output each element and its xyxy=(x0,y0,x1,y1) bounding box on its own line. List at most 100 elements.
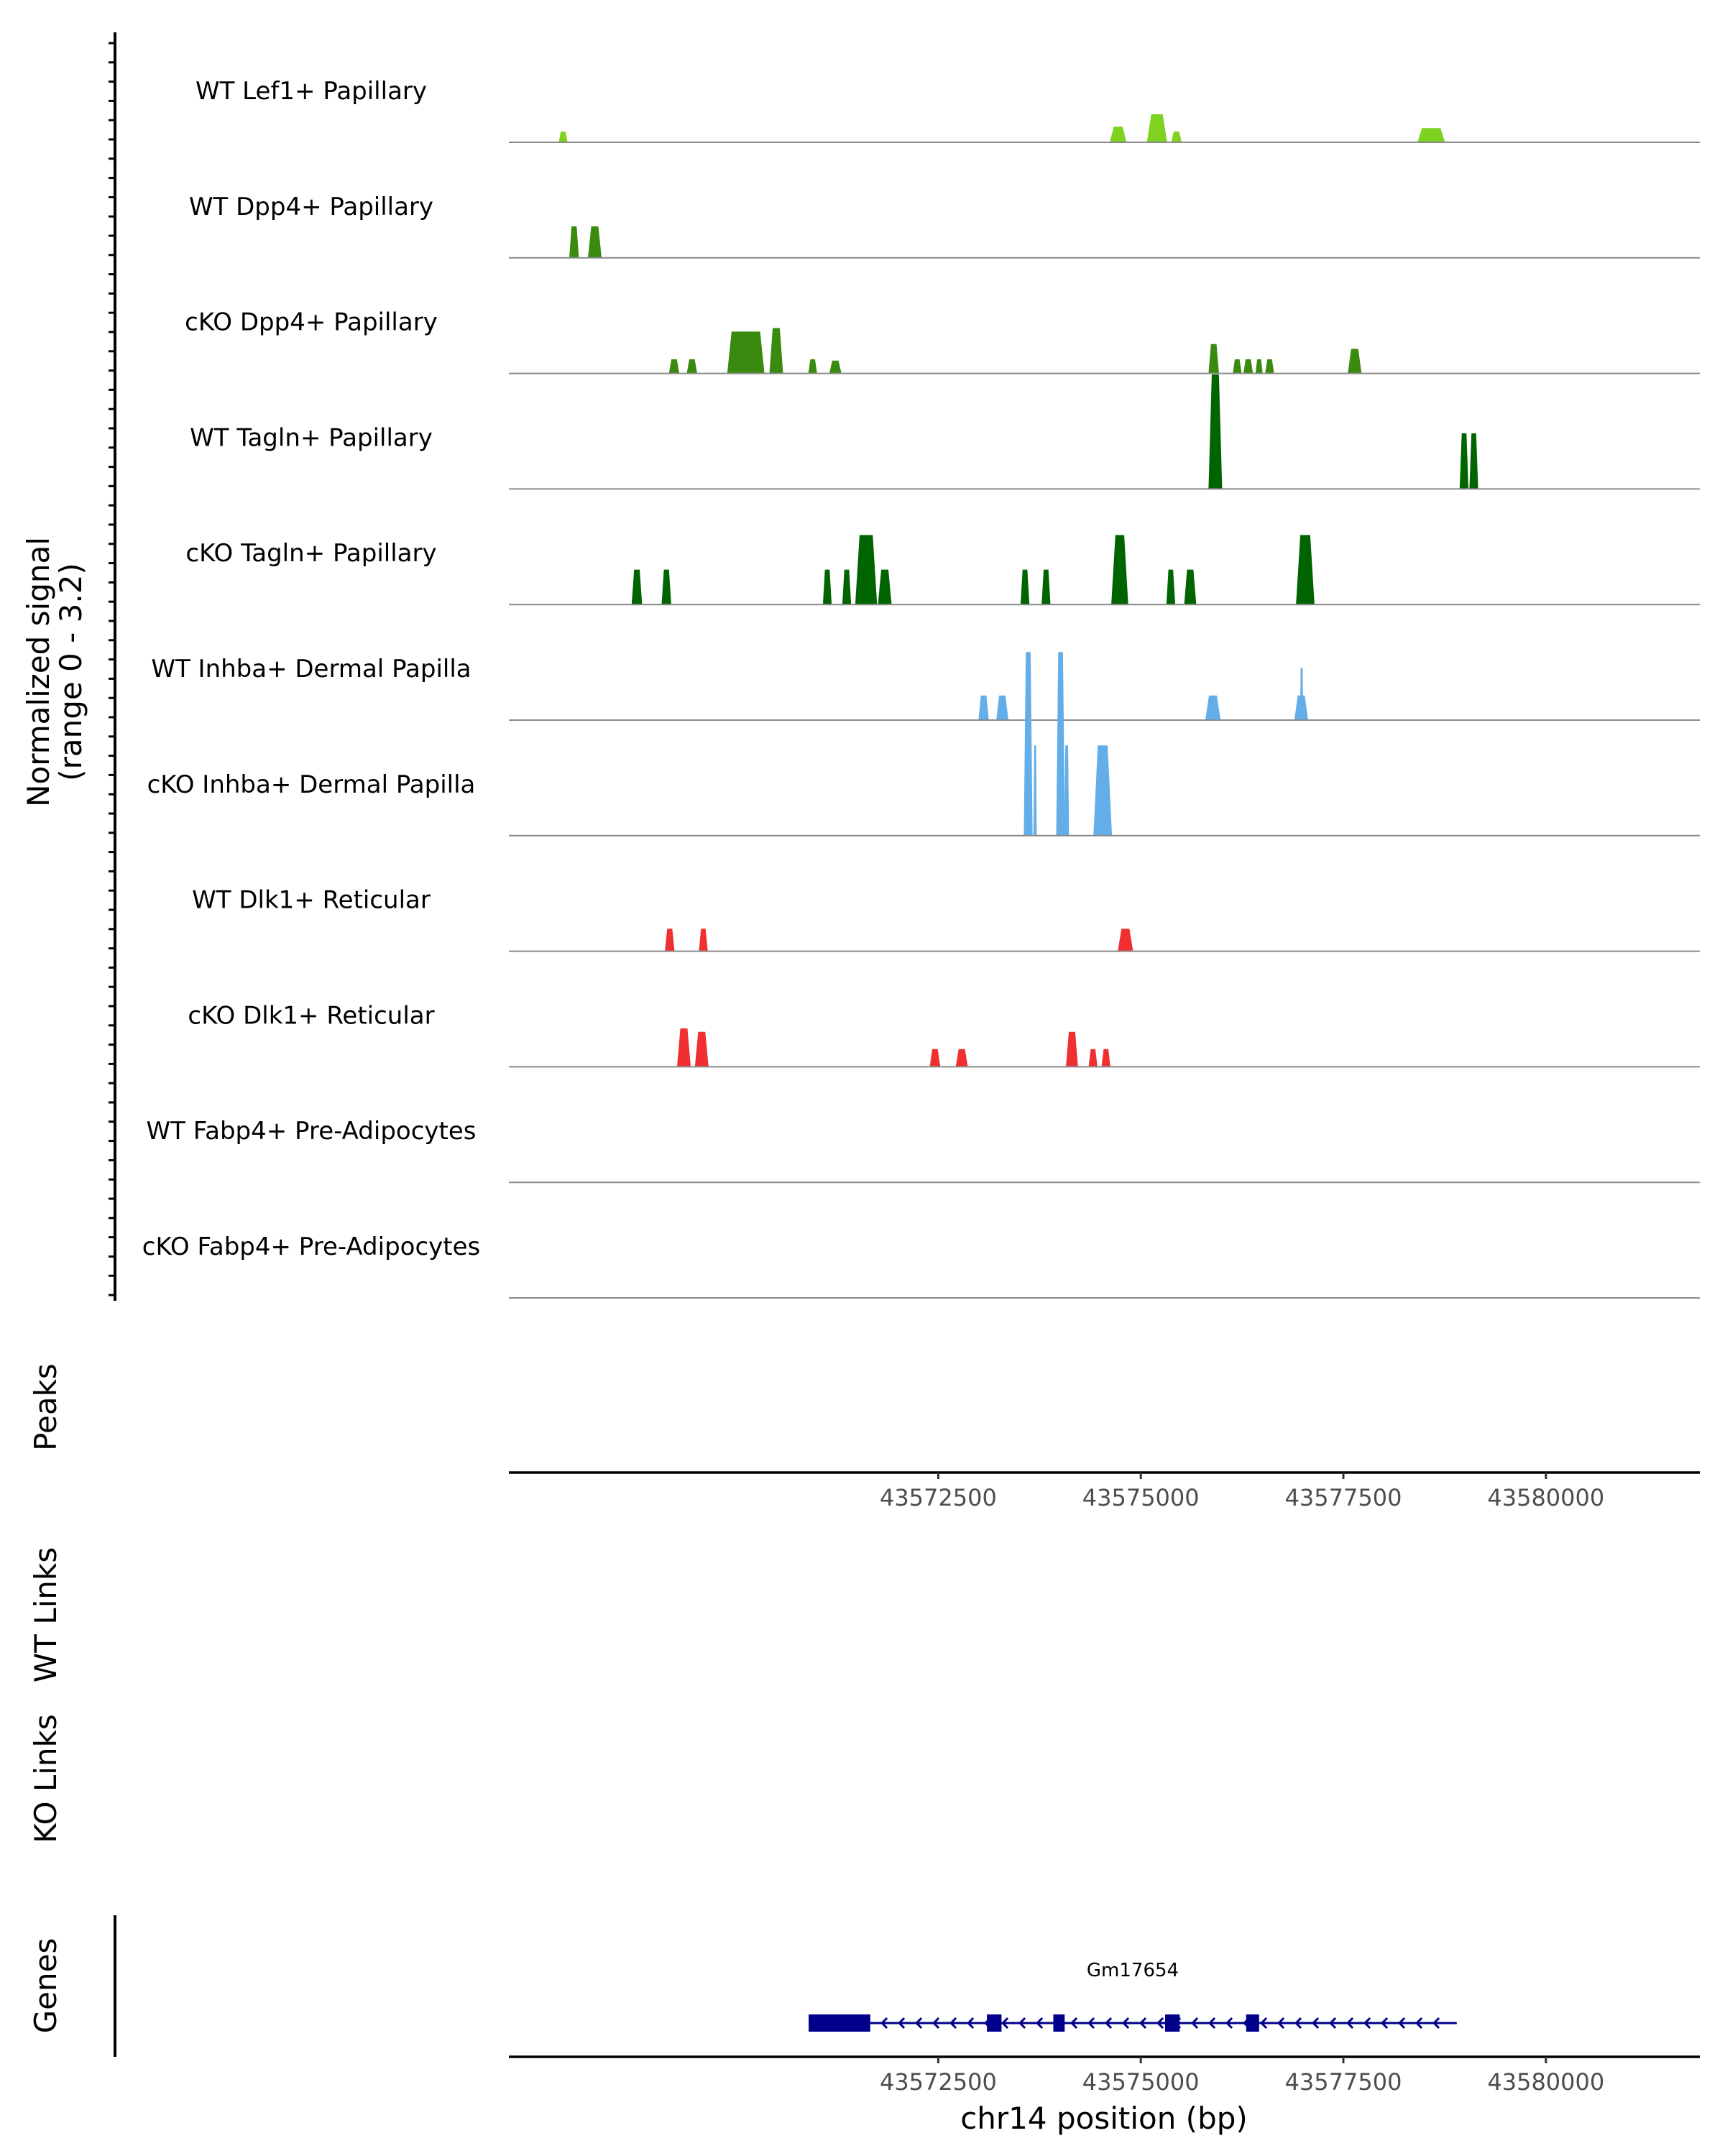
coverage-peak xyxy=(1265,359,1274,374)
strand-arrow xyxy=(1259,2017,1268,2030)
track-6: WT Inhba+ Dermal Papilla xyxy=(151,655,1700,721)
gene-exon xyxy=(1165,2014,1180,2032)
coverage-peak xyxy=(769,328,783,374)
coverage-peak xyxy=(569,226,579,259)
coverage-peak xyxy=(631,569,643,605)
track-8: WT Dlk1+ Reticular xyxy=(192,886,1700,952)
coverage-peak xyxy=(1088,1049,1098,1067)
coverage-peak xyxy=(808,359,817,374)
strand-arrow xyxy=(1121,2017,1130,2030)
coverage-y-axis-title-line2: (range 0 - 3.2) xyxy=(53,563,88,781)
strand-arrow xyxy=(1104,2017,1113,2030)
x-tick-label: 43580000 xyxy=(1487,1484,1604,1511)
strand-arrow xyxy=(1018,2017,1026,2030)
coverage-peak xyxy=(996,695,1008,721)
strand-arrow xyxy=(1242,2017,1251,2030)
coverage-peak xyxy=(1459,433,1469,489)
track-5: cKO Tagln+ Papillary xyxy=(185,535,1700,606)
track-label: cKO Tagln+ Papillary xyxy=(185,539,436,568)
coverage-peak xyxy=(822,569,832,605)
track-label: cKO Dlk1+ Reticular xyxy=(188,1001,434,1030)
coverage-peak xyxy=(1208,374,1223,489)
strand-arrow xyxy=(1052,2017,1061,2030)
coverage-peak xyxy=(1348,349,1362,374)
strand-arrow xyxy=(897,2017,906,2030)
x-tick-label: 43572500 xyxy=(880,1484,997,1511)
track-label: WT Fabp4+ Pre-Adipocytes xyxy=(147,1117,477,1146)
x-tick-label: 43572500 xyxy=(880,2068,997,2096)
coverage-peak xyxy=(1243,359,1254,374)
track-2: WT Dpp4+ Papillary xyxy=(189,193,1700,259)
coverage-peak xyxy=(1024,652,1033,837)
strand-arrow xyxy=(966,2017,975,2030)
gene-exon xyxy=(1053,2014,1065,2032)
coverage-peak xyxy=(955,1049,968,1067)
strand-arrow xyxy=(1363,2017,1371,2030)
track-label: WT Dlk1+ Reticular xyxy=(192,886,431,915)
track-3: cKO Dpp4+ Papillary xyxy=(185,308,1700,374)
strand-arrow xyxy=(828,2017,837,2030)
gene-exon xyxy=(809,2014,870,2032)
gene-exon xyxy=(987,2014,1002,2032)
coverage-peak xyxy=(1146,114,1167,143)
coverage-peak xyxy=(1171,132,1182,143)
coverage-peak xyxy=(1233,359,1242,374)
track-11: cKO Fabp4+ Pre-Adipocytes xyxy=(142,1233,1700,1299)
wt-links-panel-label: WT Links xyxy=(28,1547,63,1682)
coverage-peak xyxy=(1205,695,1221,721)
genes-panel-label: Genes xyxy=(28,1938,63,2034)
x-axis-top-ticks: 43572500 43575000 43577500 43580000 xyxy=(880,1473,1604,1511)
ko-links-panel-label: KO Links xyxy=(28,1714,63,1843)
coverage-peak xyxy=(1184,569,1197,605)
gene-model: Gm17654 xyxy=(809,1960,1457,2032)
coverage-peak xyxy=(694,1031,709,1067)
x-axis-title: chr14 position (bp) xyxy=(960,2101,1248,2136)
coverage-peak xyxy=(587,226,602,259)
coverage-peak xyxy=(1469,433,1478,489)
strand-arrow xyxy=(1156,2017,1164,2030)
x-tick-label: 43575000 xyxy=(1082,2068,1200,2096)
track-9: cKO Dlk1+ Reticular xyxy=(188,1001,1700,1068)
strand-arrow xyxy=(1276,2017,1285,2030)
track-label: cKO Dpp4+ Papillary xyxy=(185,308,438,337)
strand-arrow xyxy=(983,2017,992,2030)
strand-arrow xyxy=(1294,2017,1302,2030)
strand-arrow xyxy=(1087,2017,1095,2030)
coverage-peak xyxy=(661,569,671,605)
strand-arrow xyxy=(1328,2017,1337,2030)
gene-exon xyxy=(1246,2014,1259,2032)
coverage-peak xyxy=(558,132,568,143)
coverage-peak xyxy=(929,1049,941,1067)
strand-arrow xyxy=(1311,2017,1320,2030)
track-label: cKO Fabp4+ Pre-Adipocytes xyxy=(142,1233,481,1261)
coverage-peak xyxy=(1109,126,1127,143)
strand-arrow xyxy=(880,2017,888,2030)
strand-arrow xyxy=(1190,2017,1199,2030)
peaks-panel-label: Peaks xyxy=(28,1363,63,1451)
coverage-peak xyxy=(699,929,708,952)
coverage-peak xyxy=(878,569,892,605)
coverage-tracks: WT Lef1+ Papillary WT Dpp4+ Papillary cKO … xyxy=(142,77,1700,1299)
strand-arrow xyxy=(845,2017,854,2030)
track-10: WT Fabp4+ Pre-Adipocytes xyxy=(147,1117,1700,1184)
coverage-peak xyxy=(676,1028,691,1067)
coverage-peak xyxy=(978,695,989,721)
coverage-peak xyxy=(842,569,852,605)
track-4: WT Tagln+ Papillary xyxy=(190,374,1700,490)
strand-arrow xyxy=(1000,2017,1009,2030)
coverage-peak xyxy=(1111,535,1128,605)
strand-arrow xyxy=(1070,2017,1078,2030)
coverage-peak xyxy=(1101,1049,1110,1067)
gene-label: Gm17654 xyxy=(1087,1960,1179,1981)
strand-arrow xyxy=(1397,2017,1406,2030)
strand-arrow xyxy=(914,2017,923,2030)
coverage-peak xyxy=(1093,745,1113,837)
strand-arrow xyxy=(862,2017,871,2030)
strand-arrow xyxy=(1225,2017,1233,2030)
x-tick-label: 43575000 xyxy=(1082,1484,1200,1511)
coverage-y-axis-ticks xyxy=(109,42,115,1296)
x-axis-bottom-ticks: 43572500 43575000 43577500 43580000 xyxy=(880,2057,1604,2096)
strand-arrow xyxy=(1173,2017,1182,2030)
track-label: WT Inhba+ Dermal Papilla xyxy=(151,655,471,683)
